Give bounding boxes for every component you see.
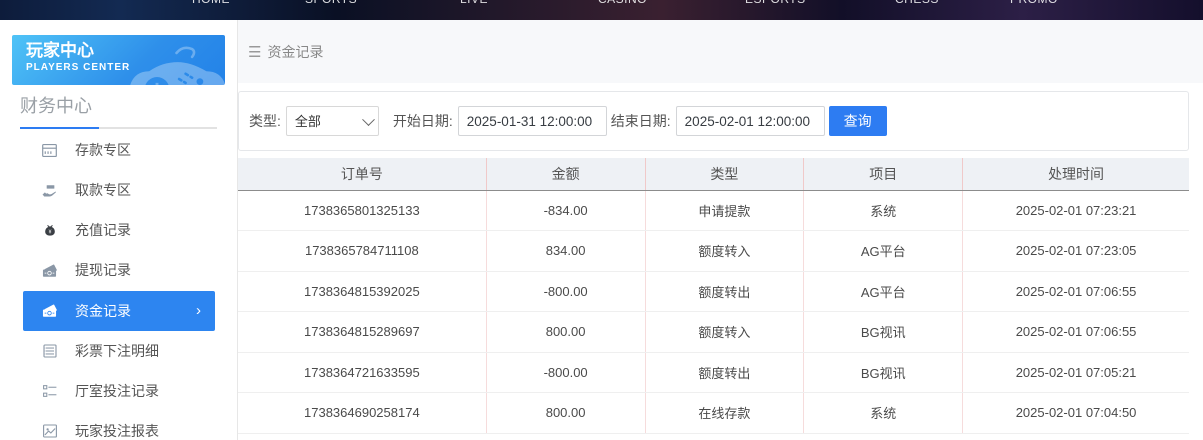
svg-text:¥: ¥ xyxy=(48,230,51,236)
